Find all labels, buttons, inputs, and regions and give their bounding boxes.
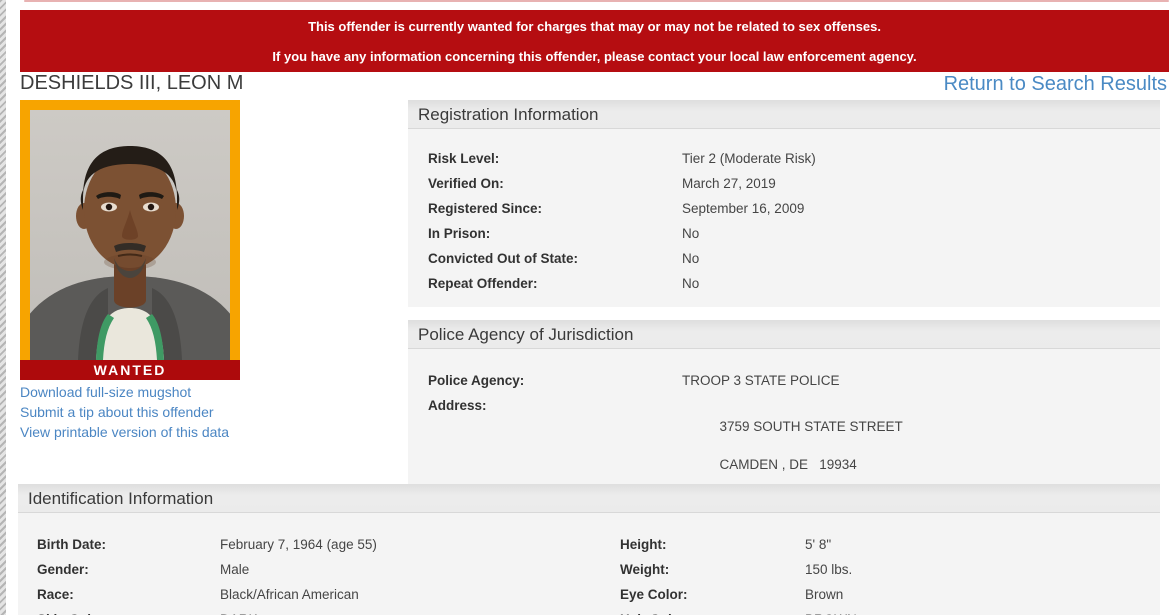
field-label: Police Agency: (428, 373, 525, 388)
field-value: Brown (805, 587, 844, 602)
field-value: February 7, 1964 (age 55) (220, 537, 377, 552)
field-value: 5' 8" (805, 537, 832, 552)
photo-links: Download full-size mugshot Submit a tip … (20, 382, 280, 442)
identification-section-body: Birth Date: February 7, 1964 (age 55) He… (18, 513, 1160, 615)
registration-information-section: Registration Information Risk Level: Tie… (408, 100, 1160, 307)
field-label: Birth Date: (37, 537, 107, 552)
field-value: March 27, 2019 (682, 176, 776, 191)
field-label: Eye Color: (620, 587, 688, 602)
offender-name-title: DESHIELDS III, LEON M (20, 72, 244, 94)
mugshot-illustration (30, 110, 230, 360)
field-value: 3759 SOUTH STATE STREET CAMDEN , DE 1993… (682, 398, 903, 498)
field-label: Gender: (37, 562, 89, 577)
info-row: Registered Since: September 16, 2009 (408, 201, 1160, 226)
registration-section-title: Registration Information (408, 100, 1160, 129)
download-mugshot-link[interactable]: Download full-size mugshot (20, 384, 192, 400)
field-value: No (682, 226, 700, 241)
wanted-alert-banner: This offender is currently wanted for ch… (20, 10, 1169, 72)
field-value: DARK (220, 612, 620, 615)
info-row: Race: Black/African American Eye Color: … (18, 587, 1160, 612)
info-row: Address: 3759 SOUTH STATE STREET CAMDEN … (408, 398, 1160, 498)
field-label: In Prison: (428, 226, 491, 241)
identification-section-title: Identification Information (18, 484, 1160, 513)
info-row: Gender: Male Weight: 150 lbs. (18, 562, 1160, 587)
info-row: Convicted Out of State: No (408, 251, 1160, 276)
police-section-title: Police Agency of Jurisdiction (408, 320, 1160, 349)
info-row: Skin Color: DARK Hair Color: BROWN (18, 612, 1160, 615)
field-label: Registered Since: (428, 201, 543, 216)
field-label: Height: (620, 537, 667, 552)
field-label: Address: (428, 398, 487, 413)
alert-line-2: If you have any information concerning t… (272, 48, 917, 64)
field-label: Weight: (620, 562, 670, 577)
field-value: BROWN (805, 612, 857, 615)
info-row: Risk Level: Tier 2 (Moderate Risk) (408, 151, 1160, 176)
alert-line-1: This offender is currently wanted for ch… (308, 18, 881, 34)
field-value: September 16, 2009 (682, 201, 805, 216)
field-value: TROOP 3 STATE POLICE (682, 373, 840, 388)
wanted-banner: WANTED (20, 360, 240, 380)
top-divider-line (24, 0, 1169, 2)
info-row: In Prison: No (408, 226, 1160, 251)
field-value: Tier 2 (Moderate Risk) (682, 151, 816, 166)
page-edge-decoration (0, 0, 6, 615)
field-value: Black/African American (220, 587, 359, 602)
field-value: 150 lbs. (805, 562, 853, 577)
field-value: Male (220, 562, 250, 577)
submit-tip-link[interactable]: Submit a tip about this offender (20, 404, 214, 420)
field-label: Repeat Offender: (428, 276, 538, 291)
address-line-2: CAMDEN , DE 19934 (719, 457, 857, 472)
info-row: Police Agency: TROOP 3 STATE POLICE (408, 373, 1160, 398)
field-value: No (682, 276, 700, 291)
field-label: Race: (37, 587, 74, 602)
field-label: Risk Level: (428, 151, 500, 166)
field-label: Convicted Out of State: (428, 251, 579, 266)
info-row: Verified On: March 27, 2019 (408, 176, 1160, 201)
return-to-search-results-link[interactable]: Return to Search Results (943, 73, 1167, 95)
field-label: Skin Color: (37, 612, 220, 615)
info-row: Repeat Offender: No (408, 276, 1160, 301)
field-value: No (682, 251, 700, 266)
info-row: Birth Date: February 7, 1964 (age 55) He… (18, 537, 1160, 562)
mugshot-photo (20, 100, 240, 360)
registration-section-body: Risk Level: Tier 2 (Moderate Risk) Verif… (408, 129, 1160, 307)
identification-information-section: Identification Information Birth Date: F… (18, 484, 1160, 615)
printable-version-link[interactable]: View printable version of this data (20, 424, 230, 440)
field-label: Verified On: (428, 176, 504, 191)
address-line-1: 3759 SOUTH STATE STREET (719, 419, 903, 434)
field-label: Hair Color: (620, 612, 805, 615)
